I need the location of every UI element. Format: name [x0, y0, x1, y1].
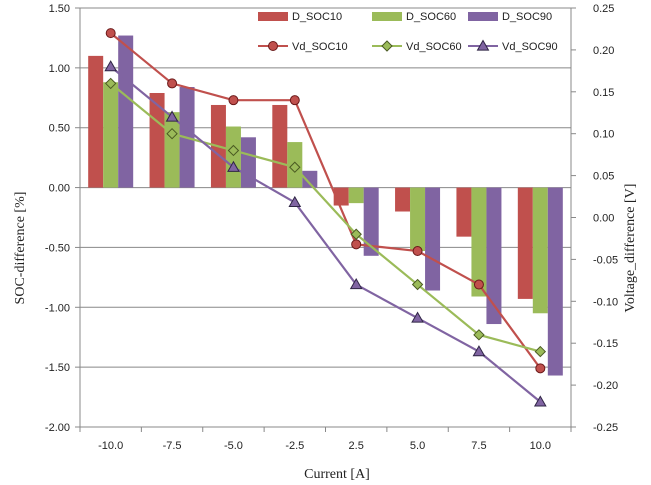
bar-D_SOC10: [456, 187, 472, 237]
y2-tick-label: 0.15: [593, 87, 614, 99]
y2-tick-label: -0.25: [593, 422, 618, 434]
y2-tick-label: -0.15: [593, 338, 618, 350]
y-axis-title: SOC-difference [%]: [13, 192, 28, 305]
y2-tick-label: -0.10: [593, 296, 618, 308]
bar-D_SOC10: [149, 92, 165, 188]
x-tick-label: -5.0: [224, 440, 243, 452]
bar-D_SOC90: [302, 170, 318, 188]
y2-tick-label: 0.05: [593, 171, 614, 183]
y2-tick-label: 0.00: [593, 213, 614, 225]
y2-tick-label: 0.20: [593, 45, 614, 57]
marker-Vd_SOC10: [228, 95, 239, 106]
marker-Vd_SOC10: [105, 28, 116, 39]
legend-marker: [476, 39, 490, 51]
bar-D_SOC90: [363, 187, 379, 256]
marker-Vd_SOC10: [473, 279, 484, 290]
marker-Vd_SOC60: [289, 161, 301, 173]
legend-label: D_SOC60: [406, 11, 456, 23]
bar-D_SOC90: [240, 137, 256, 188]
bar-D_SOC60: [471, 187, 487, 297]
marker-Vd_SOC60: [473, 329, 485, 341]
line-Vd_SOC60: [109, 82, 541, 353]
legend-label: Vd_SOC90: [502, 41, 558, 53]
x-tick-label: 5.0: [410, 440, 425, 452]
x-tick-label: 10.0: [530, 440, 551, 452]
y2-tick-label: 0.10: [593, 129, 614, 141]
marker-Vd_SOC90: [349, 278, 363, 290]
legend-marker: [268, 41, 278, 51]
bar-D_SOC90: [118, 35, 134, 188]
bar-D_SOC10: [517, 187, 533, 299]
marker-Vd_SOC60: [534, 345, 547, 358]
marker-Vd_SOC90: [165, 110, 179, 122]
bar-D_SOC10: [272, 104, 288, 188]
bar-D_SOC90: [486, 187, 502, 325]
legend-marker: [381, 40, 393, 52]
y2-tick-label: 0.25: [593, 3, 614, 15]
marker-Vd_SOC90: [227, 160, 240, 172]
marker-Vd_SOC10: [535, 363, 546, 374]
bar-D_SOC60: [164, 112, 180, 188]
marker-Vd_SOC90: [288, 195, 302, 208]
marker-Vd_SOC60: [227, 144, 240, 157]
y-tick-label: 0.00: [49, 183, 70, 195]
legend-label: D_SOC10: [292, 11, 342, 23]
legend: D_SOC10 D_SOC60 D_SOC90 Vd_SOC10 Vd_SOC60 Vd_…: [258, 11, 558, 53]
axes: [75, 7, 576, 432]
marker-Vd_SOC60: [411, 278, 424, 291]
bar-D_SOC10: [395, 187, 411, 212]
bar-D_SOC90: [547, 187, 563, 376]
bar-D_SOC90: [425, 187, 441, 291]
legend-swatch: [372, 12, 402, 21]
marker-Vd_SOC90: [411, 311, 424, 323]
line-layer: [104, 28, 547, 407]
y2-axis-title: Voltage_difference [V]: [623, 184, 638, 313]
marker-Vd_SOC90: [533, 395, 547, 407]
x-tick-label: -10.0: [98, 440, 123, 452]
bar-D_SOC60: [410, 187, 426, 252]
y-tick-label: 1.50: [49, 3, 70, 15]
marker-Vd_SOC90: [104, 60, 118, 72]
marker-Vd_SOC90: [472, 345, 486, 357]
bar-D_SOC60: [532, 187, 548, 314]
y2-tick-label: -0.05: [593, 254, 618, 266]
marker-Vd_SOC10: [412, 246, 423, 257]
marker-Vd_SOC10: [351, 239, 362, 250]
x-tick-label: -2.5: [285, 440, 304, 452]
legend-label: Vd_SOC10: [292, 41, 348, 53]
marker-Vd_SOC10: [167, 78, 178, 89]
y2-tick-label: -0.20: [593, 380, 618, 392]
x-axis-title: Current [A]: [304, 467, 370, 482]
y-tick-label: -0.50: [45, 242, 70, 254]
x-tick-label: -7.5: [163, 440, 182, 452]
legend-label: Vd_SOC60: [406, 41, 462, 53]
marker-Vd_SOC10: [289, 95, 300, 106]
marker-Vd_SOC60: [104, 77, 117, 90]
legend-swatch: [258, 12, 288, 21]
bar-D_SOC60: [225, 126, 241, 188]
y-tick-label: -1.00: [45, 302, 70, 314]
legend-label: D_SOC90: [502, 11, 552, 23]
line-Vd_SOC10: [109, 32, 542, 369]
x-tick-label: 2.5: [349, 440, 364, 452]
line-Vd_SOC90: [109, 65, 542, 403]
bar-D_SOC10: [88, 55, 104, 188]
marker-Vd_SOC60: [166, 127, 178, 140]
y-tick-label: -2.00: [45, 422, 70, 434]
bar-layer: [88, 35, 563, 376]
legend-swatch: [468, 12, 498, 21]
bar-D_SOC60: [348, 187, 364, 204]
tick-labels: 1.50 1.00 0.50 0.00 -0.50 -1.00 -1.50 -2.00 0.25…: [45, 3, 618, 452]
y-tick-label: 1.00: [49, 63, 70, 75]
y-tick-label: -1.50: [45, 362, 70, 374]
y-tick-label: 0.50: [49, 123, 70, 135]
bar-D_SOC60: [103, 82, 119, 188]
marker-Vd_SOC60: [350, 228, 362, 240]
x-tick-label: 7.5: [471, 440, 486, 452]
